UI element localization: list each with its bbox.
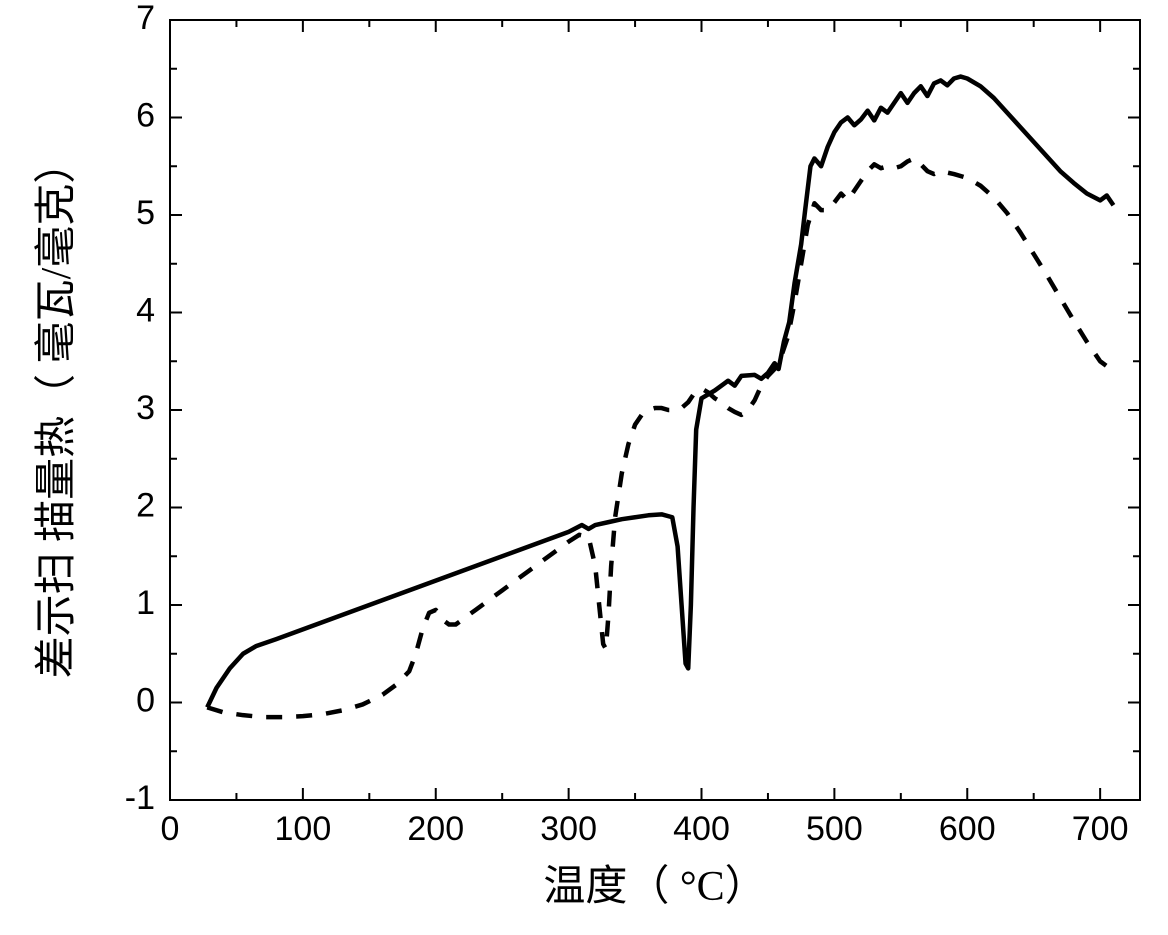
chart-svg: 0100200300400500600700-101234567温度（ °C）差… — [0, 0, 1168, 935]
series-dashed — [207, 158, 1113, 717]
svg-text:1: 1 — [136, 584, 155, 622]
series-solid — [207, 77, 1113, 708]
svg-text:400: 400 — [673, 810, 730, 848]
svg-text:0: 0 — [161, 810, 180, 848]
svg-text:100: 100 — [275, 810, 332, 848]
svg-text:0: 0 — [136, 681, 155, 719]
svg-text:3: 3 — [136, 389, 155, 427]
svg-text:200: 200 — [407, 810, 464, 848]
y-axis-label: 差示扫 描量热（ 毫瓦/毫克） — [33, 142, 80, 679]
svg-text:4: 4 — [136, 291, 155, 329]
dsc-chart: 0100200300400500600700-101234567温度（ °C）差… — [0, 0, 1168, 935]
svg-text:600: 600 — [939, 810, 996, 848]
svg-text:6: 6 — [136, 96, 155, 134]
svg-text:5: 5 — [136, 194, 155, 232]
svg-text:700: 700 — [1072, 810, 1129, 848]
svg-text:2: 2 — [136, 486, 155, 524]
svg-text:7: 7 — [136, 0, 155, 37]
svg-text:-1: -1 — [125, 779, 155, 817]
svg-text:300: 300 — [540, 810, 597, 848]
x-axis-label: 温度（ °C） — [543, 864, 766, 910]
svg-text:500: 500 — [806, 810, 863, 848]
